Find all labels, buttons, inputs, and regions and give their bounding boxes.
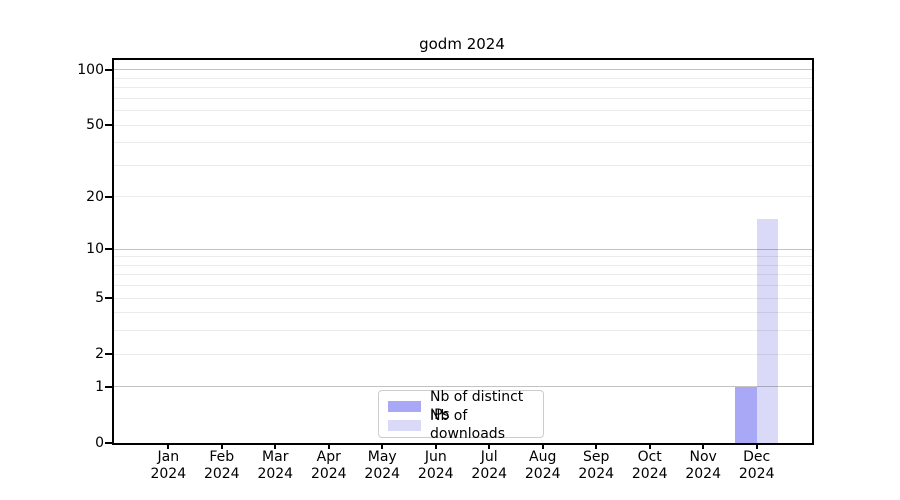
minor-gridline xyxy=(114,87,812,89)
chart-title: godm 2024 xyxy=(419,35,505,53)
x-tick-label-nov: Nov 2024 xyxy=(685,449,721,482)
y-tick-mark xyxy=(105,385,112,388)
x-tick-label-jul: Jul 2024 xyxy=(471,449,508,482)
y-tick-label: 20 xyxy=(86,188,104,205)
minor-gridline xyxy=(114,353,812,355)
y-tick-mark xyxy=(105,442,112,444)
x-tick-mark xyxy=(595,444,598,449)
y-tick-mark xyxy=(105,353,112,356)
y-tick-mark xyxy=(105,297,112,300)
x-tick-mark xyxy=(755,444,758,449)
minor-gridline xyxy=(114,110,812,112)
y-tick-label: 5 xyxy=(95,290,104,307)
minor-gridline xyxy=(114,264,812,266)
minor-gridline xyxy=(114,312,812,314)
major-gridline xyxy=(114,386,812,388)
x-tick-label-feb: Feb 2024 xyxy=(203,449,240,482)
x-tick-mark xyxy=(488,444,491,449)
x-tick-label-sep: Sep 2024 xyxy=(578,449,615,482)
x-tick-label-aug: Aug 2024 xyxy=(524,449,561,482)
x-tick-label-apr: Apr 2024 xyxy=(310,449,347,482)
minor-gridline xyxy=(114,297,812,299)
y-tick-mark xyxy=(105,195,112,198)
y-tick-label: 10 xyxy=(86,241,104,258)
legend: Nb of distinct IPs Nb of downloads xyxy=(378,389,544,442)
minor-gridline xyxy=(114,256,812,258)
x-tick-mark xyxy=(327,444,330,449)
x-tick-mark xyxy=(702,444,705,449)
legend-swatch-distinct-ips-icon xyxy=(388,400,421,412)
x-tick-mark xyxy=(167,444,170,449)
grid-layer xyxy=(114,60,812,443)
minor-gridline xyxy=(114,142,812,144)
bar-distinct-ips-dec xyxy=(735,386,757,443)
y-tick-label: 100 xyxy=(77,61,104,78)
y-tick-label: 1 xyxy=(95,378,104,395)
y-tick-mark xyxy=(105,124,112,127)
x-tick-label-mar: Mar 2024 xyxy=(257,449,294,482)
minor-gridline xyxy=(114,77,812,79)
minor-gridline xyxy=(114,196,812,198)
plot-area xyxy=(112,58,814,445)
x-tick-mark xyxy=(381,444,384,449)
minor-gridline xyxy=(114,274,812,276)
legend-swatch-downloads-icon xyxy=(388,419,421,431)
minor-gridline xyxy=(114,330,812,332)
legend-item-downloads: Nb of downloads xyxy=(388,408,534,442)
y-tick-label: 0 xyxy=(95,435,104,451)
y-tick-label: 50 xyxy=(86,117,104,134)
x-tick-mark xyxy=(648,444,651,449)
minor-gridline xyxy=(114,164,812,166)
x-tick-label-dec: Dec 2024 xyxy=(738,449,775,482)
x-tick-label-jun: Jun 2024 xyxy=(417,449,454,482)
y-tick-mark xyxy=(105,68,112,71)
minor-gridline xyxy=(114,97,812,99)
x-tick-mark xyxy=(434,444,437,449)
y-tick-mark xyxy=(105,248,112,251)
minor-gridline xyxy=(114,285,812,287)
x-tick-label-oct: Oct 2024 xyxy=(631,449,668,482)
y-tick-label: 2 xyxy=(95,346,104,363)
x-tick-mark xyxy=(220,444,223,449)
x-tick-label-jan: Jan 2024 xyxy=(150,449,187,482)
legend-item-distinct-ips: Nb of distinct IPs xyxy=(388,389,534,423)
major-gridline xyxy=(114,248,812,250)
minor-gridline xyxy=(114,124,812,126)
legend-label-distinct-ips: Nb of distinct IPs xyxy=(430,389,524,423)
x-tick-mark xyxy=(274,444,277,449)
x-tick-mark xyxy=(541,444,544,449)
x-tick-label-may: May 2024 xyxy=(364,449,401,482)
major-gridline xyxy=(114,69,812,71)
legend-label-downloads: Nb of downloads xyxy=(430,408,505,442)
